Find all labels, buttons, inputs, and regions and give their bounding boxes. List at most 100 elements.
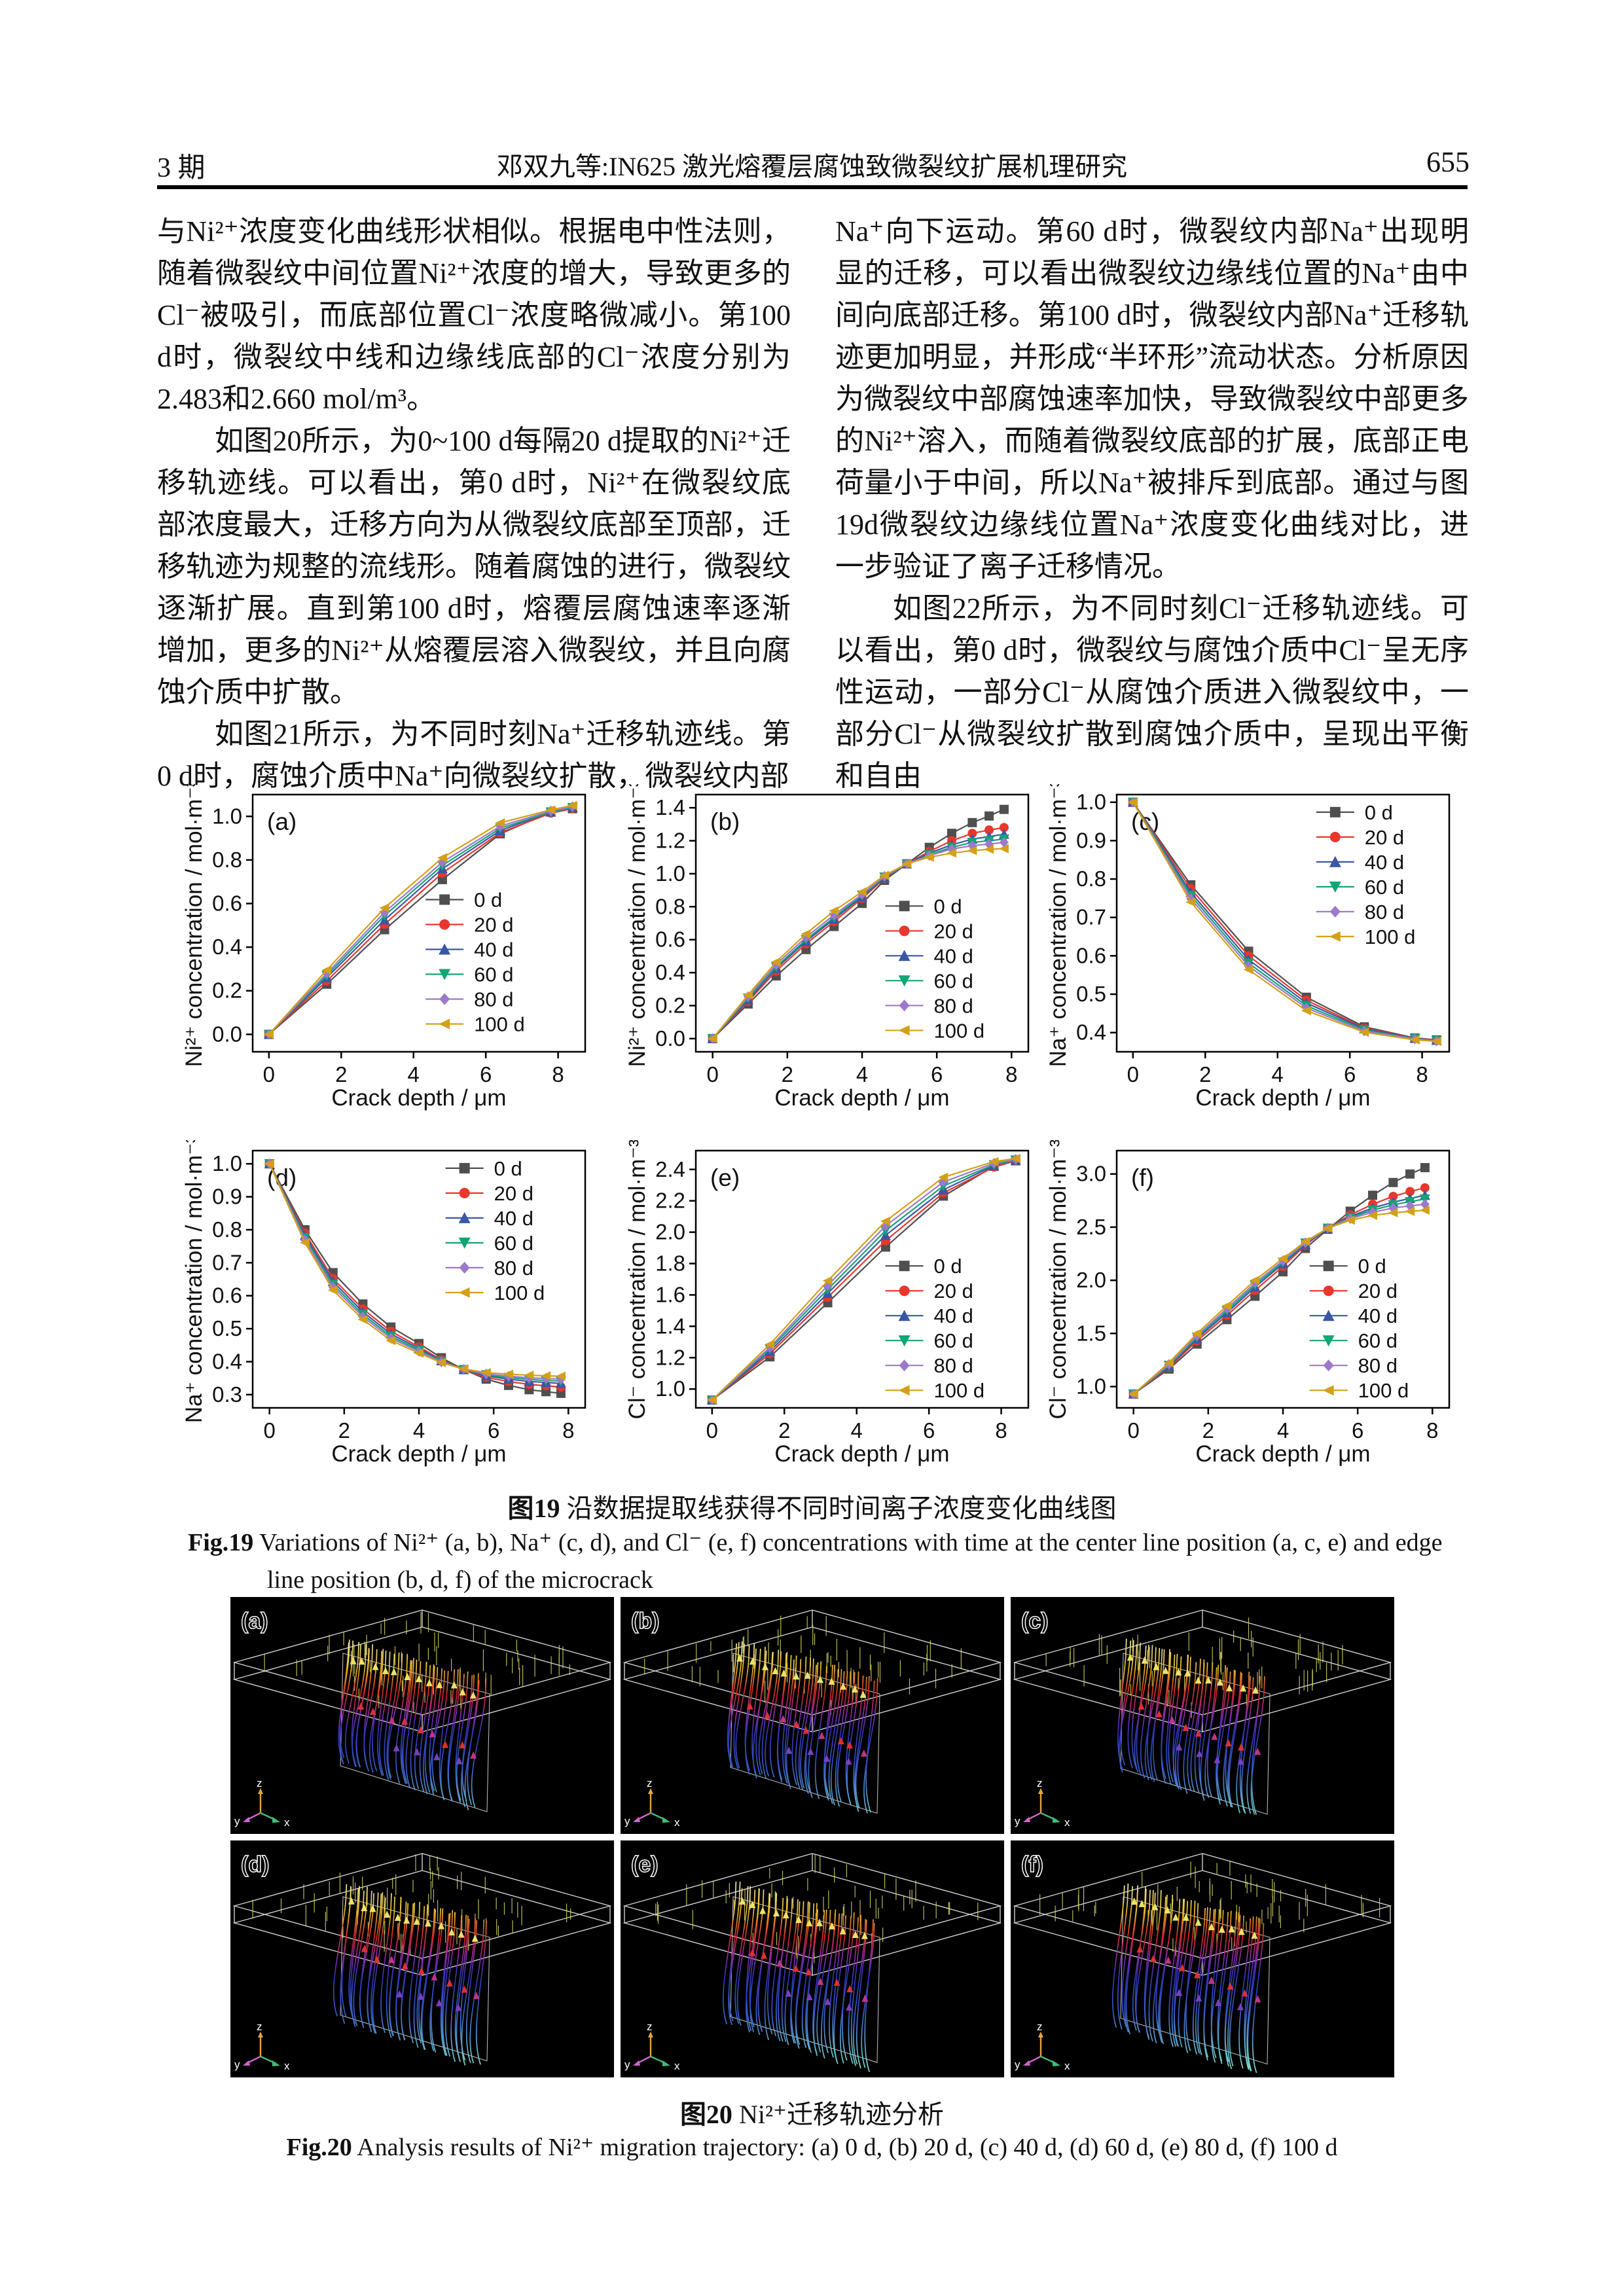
x-tick-label: 4 [1277,1418,1289,1443]
triad-x-label: x [674,2060,680,2072]
series-marker [901,859,912,869]
series-marker [1322,1223,1333,1233]
series-marker [1329,931,1341,942]
legend-label: 100 d [474,1013,525,1035]
series-marker [765,1339,775,1349]
y-tick-label: 0.2 [212,978,242,1003]
panel-label: (d) [241,1852,269,1877]
y-tick-label: 1.0 [655,861,685,886]
streamlines [723,1881,875,2072]
x-tick-label: 8 [995,1418,1007,1443]
legend-label: 0 d [494,1157,522,1180]
panel-label: (b) [710,808,740,835]
x-tick-label: 0 [1127,1062,1139,1086]
series-marker [524,1372,534,1384]
series-marker [439,919,450,930]
series-marker [1329,881,1341,893]
x-tick-label: 2 [778,1418,790,1443]
series-marker [439,1018,450,1030]
series-marker [967,817,977,827]
x-axis-label: Crack depth / μm [774,1441,949,1467]
series-marker [1323,1359,1334,1372]
series-marker [439,894,450,905]
x-tick-label: 0 [264,1418,276,1443]
legend-label: 20 d [494,1182,533,1205]
series-marker [984,844,994,854]
series-marker [999,823,1009,833]
triad-y-label: y [624,1815,630,1827]
series-marker [742,990,753,1000]
x-axis-label: Crack depth / μm [331,1085,506,1111]
y-tick-label: 0.7 [1076,905,1106,929]
streamline-plot: z y x (c) [1011,1597,1394,1834]
series-marker [967,840,977,852]
series-marker [898,1385,910,1396]
triad-y-label: y [1015,1815,1020,1827]
legend-label: 60 d [934,1329,973,1352]
series-marker [1301,1006,1311,1016]
triad-z-label: z [647,2020,653,2033]
flow-arrows [739,1897,869,2011]
figure19-chart-d: 0 2 4 6 8 0.3 0.4 0.5 0.6 0.7 0.8 0.9 1.0 Crack depth… [181,1136,594,1471]
axis-triad [1023,1788,1060,1823]
legend-label: 0 d [934,895,962,918]
y-axis-label: Ni²⁺ concentration / mol·m⁻³ [625,784,650,1067]
series-marker [567,800,577,810]
series-marker [898,975,911,987]
x-tick-label: 6 [923,1418,935,1443]
plot-frame [251,793,586,1053]
triad-z-label: z [257,2020,262,2033]
panel-label: (e) [710,1164,740,1191]
y-tick-label: 3.0 [1076,1162,1106,1186]
legend-label: 40 d [934,1304,973,1327]
x-tick-label: 4 [1272,1062,1284,1086]
y-axis-label: Cl⁻ concentration / mol·m⁻³ [625,1140,650,1419]
y-tick-label: 0.6 [212,1283,242,1308]
y-tick-label: 1.0 [212,804,242,828]
legend-label: 20 d [934,920,973,942]
series-marker [947,844,956,855]
series-marker [938,1172,948,1182]
y-axis-label: Cl⁻ concentration / mol·m⁻³ [1046,1140,1071,1419]
streamline-plot: z y x (a) [230,1597,614,1834]
legend-label: 0 d [1358,1255,1386,1278]
plane-ticks [1039,1860,1380,1956]
series-marker [1431,1037,1441,1047]
series-marker [770,957,781,967]
paragraph: Na⁺向下运动。第60 d时，微裂纹内部Na⁺出现明显的迁移，可以看出微裂纹边缘… [835,215,1469,583]
series-marker [437,853,447,863]
series-marker [459,1187,470,1198]
series-marker [555,1371,566,1381]
axis-triad [243,1788,280,1823]
series-marker [967,829,977,838]
triad-x-label: x [674,1816,680,1829]
figure20-panel-b: z y x (b) [621,1597,1004,1834]
figure19-chart-f: 0 2 4 6 8 1.0 1.5 2.0 2.5 3.0 Crack depth / μm Cl⁻ … [1045,1139,1458,1471]
figure20-panel-e: z y x (e) [621,1840,1004,2077]
y-tick-label: 0.9 [212,1185,242,1209]
series-marker [458,1364,469,1374]
series-marker [899,1359,910,1372]
x-tick-label: 6 [480,1062,492,1086]
series-marker [524,1371,534,1380]
legend-label: 20 d [1358,1280,1398,1302]
y-axis-label: Na⁺ concentration / mol·m⁻³ [1046,784,1071,1067]
flow-arrows [736,1654,867,1765]
series-marker [999,804,1009,814]
series-marker [880,1216,890,1226]
figure19-caption-zh-text: 沿数据提取线获得不同时间离子浓度变化曲线图 [560,1494,1117,1523]
figure20-panel-f: z y x (f) [1011,1840,1394,2077]
legend-label: 100 d [494,1282,545,1304]
triad-z-label: z [257,1777,262,1789]
x-tick-label: 6 [1344,1062,1356,1086]
line-chart: 0 2 4 6 8 0.0 0.2 0.4 0.6 0.8 1.0 1.2 1.4 Crack depth… [624,780,1030,1111]
series-marker [458,1211,471,1223]
panel-label: (f) [1131,1164,1154,1191]
series-marker [480,1368,491,1378]
panel-label: (b) [631,1609,659,1634]
figure19-caption-en-text: Variations of Ni²⁺ (a, b), Na⁺ (c, d), a… [253,1529,1443,1556]
series-marker [765,1342,775,1353]
series-marker [1250,1278,1260,1289]
line-chart: 0 2 4 6 8 1.0 1.2 1.4 1.6 1.8 2.0 2.2 2.4 Crack depth… [624,1139,1030,1467]
series-marker [706,1395,717,1405]
